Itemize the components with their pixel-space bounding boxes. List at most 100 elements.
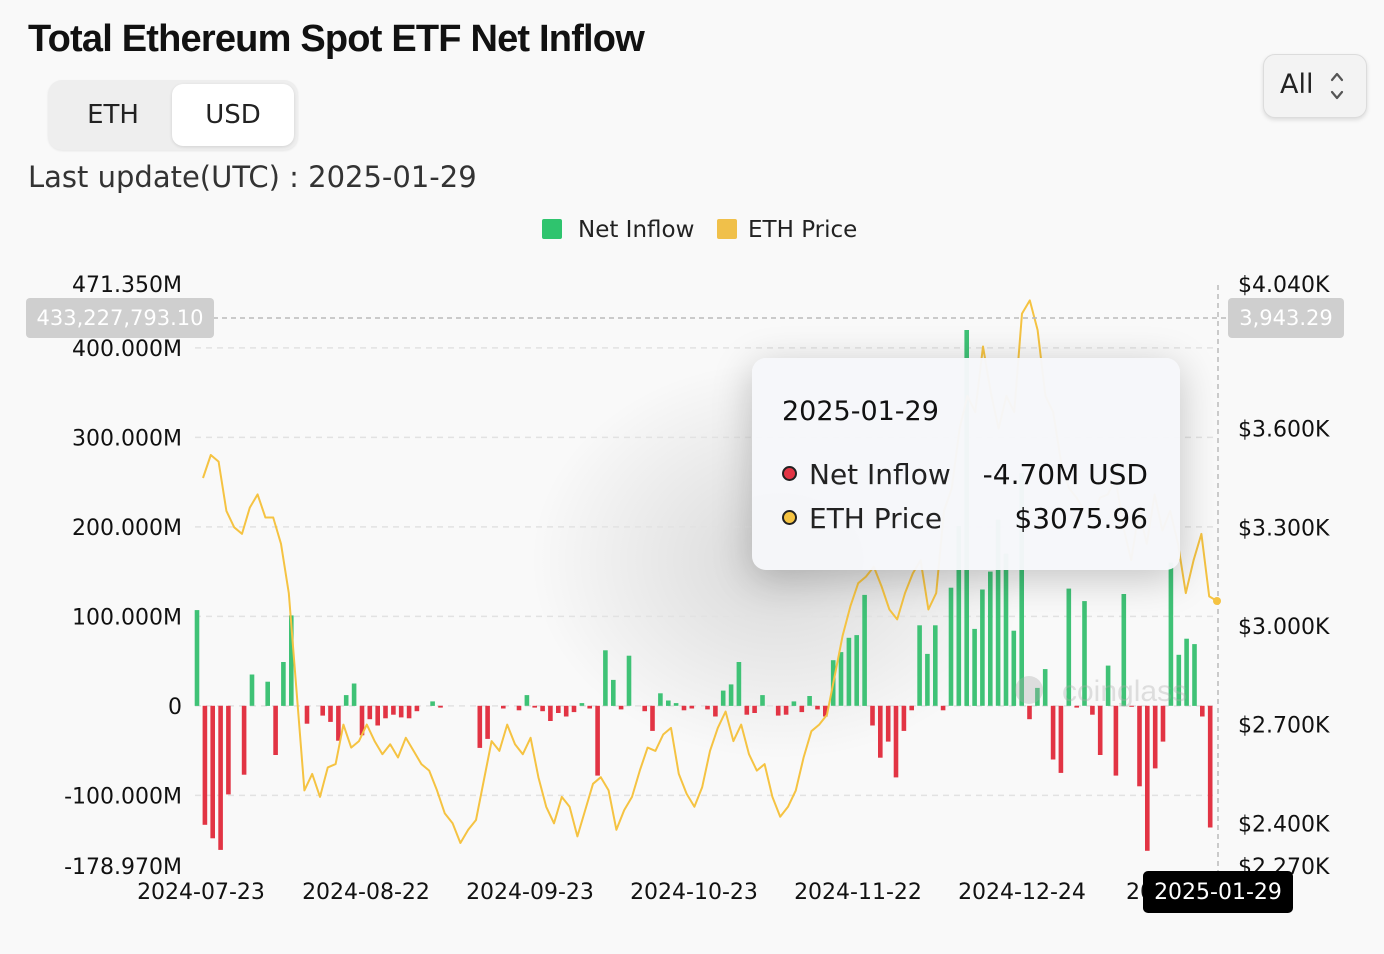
net-inflow-bar[interactable]	[752, 705, 757, 713]
net-inflow-bar[interactable]	[202, 705, 208, 825]
net-inflow-bar[interactable]	[501, 705, 506, 709]
net-inflow-bar[interactable]	[925, 653, 930, 706]
net-inflow-bar[interactable]	[1027, 705, 1032, 720]
net-inflow-bar[interactable]	[1152, 705, 1158, 769]
net-inflow-bar[interactable]	[909, 705, 914, 711]
net-inflow-bar[interactable]	[556, 705, 561, 713]
legend-net-inflow-label[interactable]: Net Inflow	[578, 217, 694, 243]
net-inflow-bar[interactable]	[1105, 665, 1111, 706]
net-inflow-bar[interactable]	[273, 705, 278, 755]
net-inflow-bar[interactable]	[760, 695, 765, 706]
net-inflow-bar[interactable]	[289, 615, 294, 706]
net-inflow-bar[interactable]	[611, 679, 616, 706]
net-inflow-bar[interactable]	[728, 684, 734, 706]
net-inflow-bar[interactable]	[194, 610, 200, 706]
net-inflow-bar[interactable]	[516, 705, 522, 711]
net-inflow-bar[interactable]	[579, 703, 585, 706]
net-inflow-bar[interactable]	[477, 705, 483, 748]
net-inflow-bar[interactable]	[807, 696, 812, 706]
net-inflow-bar[interactable]	[1035, 687, 1040, 706]
net-inflow-bar[interactable]	[799, 705, 805, 713]
net-inflow-bar[interactable]	[1019, 473, 1024, 706]
net-inflow-bar[interactable]	[367, 705, 373, 720]
net-inflow-bar[interactable]	[815, 705, 820, 710]
net-inflow-bar[interactable]	[336, 705, 341, 741]
net-inflow-bar[interactable]	[241, 705, 247, 775]
net-inflow-bar[interactable]	[1011, 630, 1017, 706]
net-inflow-bar[interactable]	[210, 705, 215, 839]
net-inflow-bar[interactable]	[870, 705, 875, 726]
net-inflow-bar[interactable]	[744, 705, 750, 715]
net-inflow-bar[interactable]	[1066, 588, 1072, 706]
net-inflow-bar[interactable]	[1207, 705, 1213, 828]
net-inflow-bar[interactable]	[1184, 638, 1189, 706]
net-inflow-bar[interactable]	[1137, 705, 1142, 787]
net-inflow-bar[interactable]	[823, 705, 828, 717]
net-inflow-bar[interactable]	[650, 705, 655, 731]
net-inflow-bar[interactable]	[563, 705, 569, 717]
net-inflow-bar[interactable]	[783, 705, 789, 715]
net-inflow-bar[interactable]	[430, 701, 435, 706]
net-inflow-bar[interactable]	[689, 705, 695, 709]
net-inflow-bar[interactable]	[995, 519, 1001, 706]
net-inflow-bar[interactable]	[343, 695, 349, 706]
net-inflow-bar[interactable]	[681, 705, 687, 711]
net-inflow-bar[interactable]	[626, 655, 632, 706]
net-inflow-bar[interactable]	[391, 705, 396, 715]
net-inflow-bar[interactable]	[705, 705, 710, 710]
net-inflow-bar[interactable]	[1176, 654, 1182, 706]
net-inflow-bar[interactable]	[595, 705, 600, 776]
net-inflow-bar[interactable]	[736, 662, 742, 706]
net-inflow-bar[interactable]	[972, 628, 977, 706]
net-inflow-bar[interactable]	[328, 705, 333, 722]
net-inflow-bar[interactable]	[618, 705, 624, 710]
net-inflow-bar[interactable]	[320, 705, 325, 716]
net-inflow-bar[interactable]	[1200, 705, 1205, 717]
net-inflow-bar[interactable]	[359, 705, 365, 736]
net-inflow-bar[interactable]	[1003, 553, 1009, 706]
net-inflow-bar[interactable]	[438, 705, 443, 708]
net-inflow-bar[interactable]	[713, 705, 718, 717]
net-inflow-bar[interactable]	[383, 705, 388, 719]
net-inflow-bar[interactable]	[988, 571, 993, 706]
net-inflow-bar[interactable]	[218, 705, 223, 850]
net-inflow-bar[interactable]	[1168, 562, 1174, 706]
net-inflow-bar[interactable]	[948, 587, 954, 706]
net-inflow-bar[interactable]	[414, 705, 420, 712]
net-inflow-bar[interactable]	[304, 705, 310, 724]
net-inflow-bar[interactable]	[862, 594, 867, 706]
net-inflow-bar[interactable]	[720, 690, 726, 706]
net-inflow-bar[interactable]	[1129, 705, 1134, 707]
net-inflow-bar[interactable]	[878, 705, 883, 758]
net-inflow-bar[interactable]	[1113, 705, 1119, 776]
net-inflow-bar[interactable]	[933, 625, 938, 706]
net-inflow-bar[interactable]	[1160, 705, 1166, 742]
net-inflow-bar[interactable]	[1074, 705, 1079, 708]
net-inflow-bar[interactable]	[893, 705, 899, 778]
toggle-usd-button[interactable]: USD	[172, 84, 294, 146]
net-inflow-bar[interactable]	[375, 705, 380, 726]
net-inflow-bar[interactable]	[940, 705, 946, 711]
net-inflow-bar[interactable]	[265, 681, 270, 706]
net-inflow-bar[interactable]	[885, 705, 891, 742]
net-inflow-bar[interactable]	[956, 525, 962, 706]
net-inflow-bar[interactable]	[524, 695, 530, 706]
net-inflow-bar[interactable]	[658, 693, 663, 706]
net-inflow-bar[interactable]	[1058, 705, 1064, 773]
net-inflow-bar[interactable]	[398, 705, 404, 718]
net-inflow-bar[interactable]	[587, 705, 592, 709]
net-inflow-bar[interactable]	[1192, 644, 1197, 706]
net-inflow-bar[interactable]	[846, 637, 852, 706]
net-inflow-bar[interactable]	[1145, 705, 1150, 851]
net-inflow-bar[interactable]	[901, 705, 907, 731]
toggle-eth-button[interactable]: ETH	[87, 100, 139, 130]
net-inflow-bar[interactable]	[351, 683, 357, 706]
net-inflow-bar[interactable]	[838, 652, 844, 706]
net-inflow-bar[interactable]	[1090, 705, 1095, 715]
net-inflow-bar[interactable]	[1050, 705, 1056, 760]
net-inflow-bar[interactable]	[571, 705, 577, 713]
net-inflow-bar[interactable]	[642, 705, 647, 712]
net-inflow-bar[interactable]	[980, 589, 985, 706]
net-inflow-bar[interactable]	[1042, 669, 1048, 706]
net-inflow-bar[interactable]	[673, 703, 679, 706]
